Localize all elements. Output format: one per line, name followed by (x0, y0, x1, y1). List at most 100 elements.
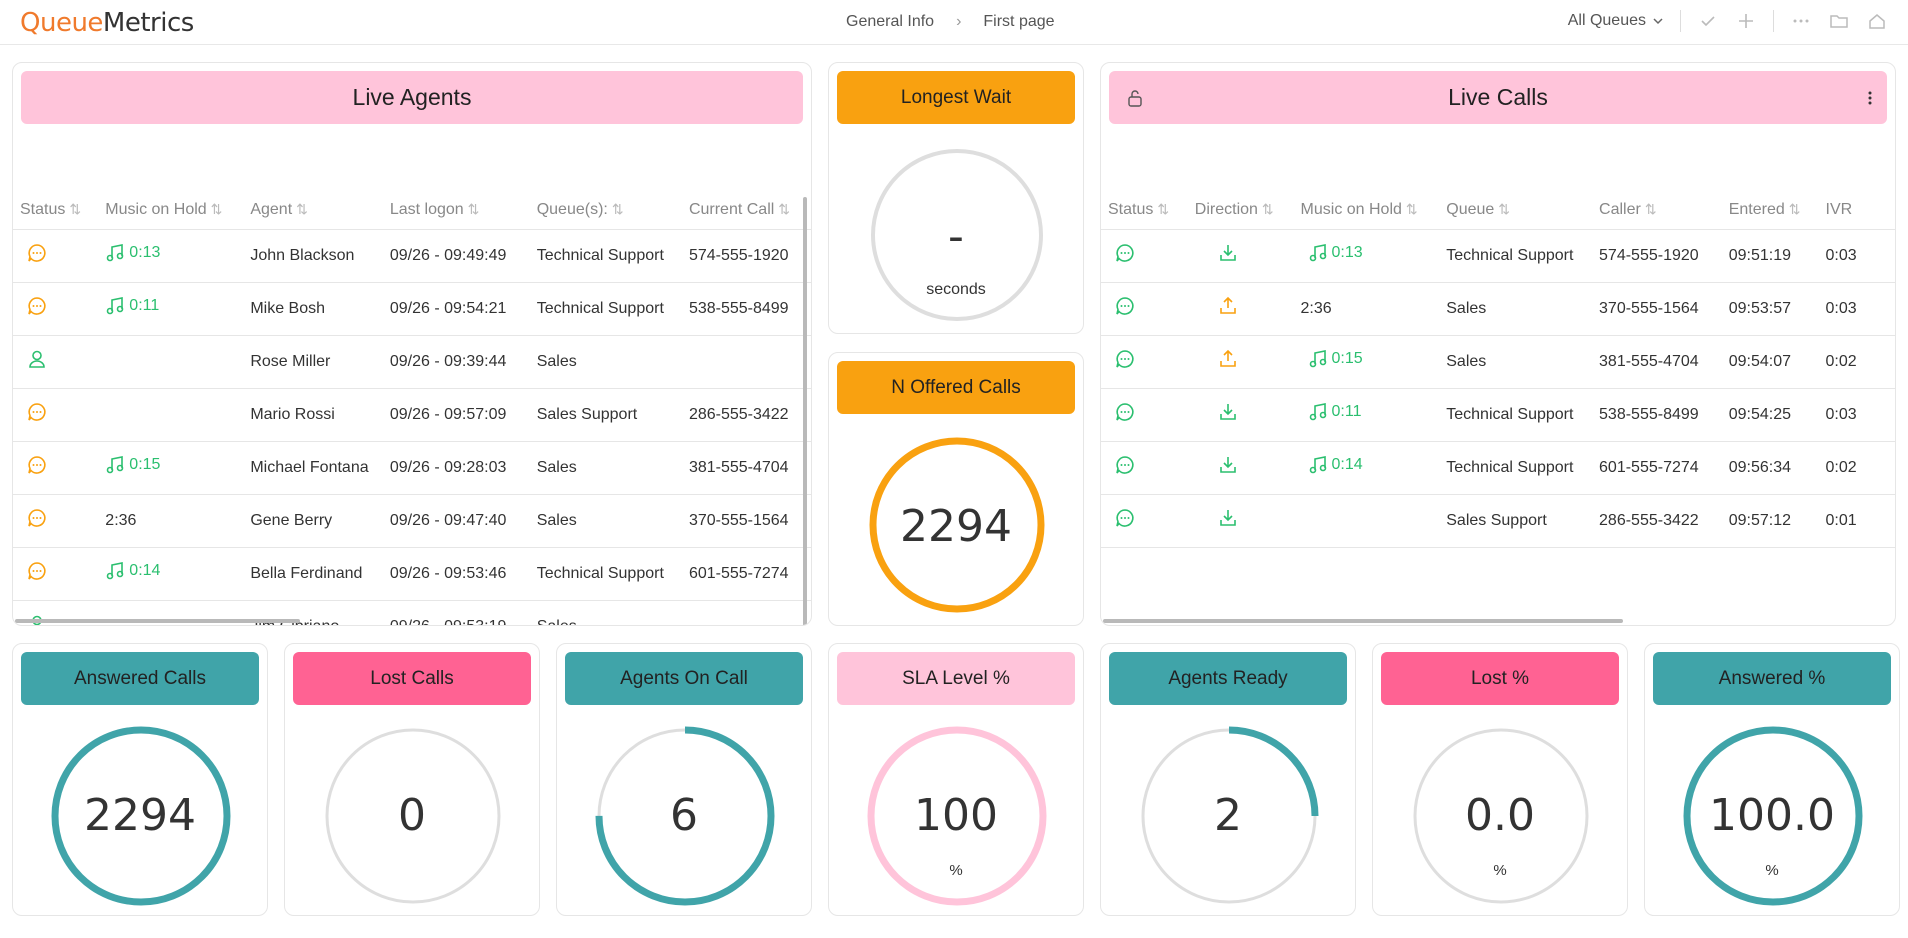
agent-last-logon: 09/26 - 09:54:21 (382, 282, 530, 336)
agent-on-call-icon (27, 456, 47, 479)
agent-name: Gene Berry (243, 494, 383, 548)
music-icon (105, 561, 125, 581)
column-header[interactable]: Queue(s): ⇅ (529, 191, 682, 230)
agent-last-logon: 09/26 - 09:39:44 (382, 335, 530, 389)
check-icon[interactable] (1697, 10, 1719, 32)
queue-selector[interactable]: All Queues (1568, 12, 1664, 30)
table-row[interactable]: 0:14 Technical Support 601-555-7274 09:56:3… (1101, 441, 1895, 495)
column-header[interactable]: Music on Hold ⇅ (98, 191, 244, 230)
call-direction (1187, 441, 1294, 495)
plus-icon[interactable] (1735, 10, 1757, 32)
more-horizontal-icon[interactable] (1790, 10, 1812, 32)
table-row[interactable]: 0:14 Bella Ferdinand 09/26 - 09:53:46 Techn… (13, 547, 811, 601)
music-on-hold: 0:13 (105, 243, 160, 263)
call-status (1101, 335, 1188, 389)
agent-status (13, 547, 99, 601)
music-icon (1308, 243, 1328, 263)
kpi-value: 2294 (84, 790, 196, 841)
call-queue: Sales Support (1439, 494, 1593, 548)
table-row[interactable]: Rose Miller 09/26 - 09:39:44 Sales (13, 335, 811, 389)
table-row[interactable]: Mario Rossi 09/26 - 09:57:09 Sales Support… (13, 388, 811, 442)
music-on-hold: 2:36 (105, 511, 137, 529)
call-direction (1187, 282, 1294, 336)
music-icon (1308, 455, 1328, 475)
agent-last-logon: 09/26 - 09:53:19 (382, 600, 530, 625)
agent-status (13, 229, 99, 283)
queue-selector-label: All Queues (1567, 12, 1646, 29)
music-on-hold: 0:14 (1308, 455, 1363, 475)
agent-current-call: 538-555-8499 (681, 282, 811, 336)
inbound-icon (1218, 457, 1238, 479)
agent-name: John Blackson (243, 229, 383, 283)
column-header[interactable]: IVR (1818, 191, 1895, 230)
agent-last-logon: 09/26 - 09:57:09 (382, 388, 530, 442)
table-row[interactable]: 2:36 Sales 370-555-1564 09:53:57 0:03 (1101, 282, 1895, 336)
column-header[interactable]: Direction ⇅ (1187, 191, 1294, 230)
kpi-title: Agents On Call (565, 652, 803, 705)
inbound-icon (1218, 510, 1238, 532)
agent-current-call: 601-555-7274 (681, 547, 811, 601)
kpi-panel: SLA Level % 100% (828, 643, 1084, 916)
home-icon[interactable] (1866, 10, 1888, 32)
kpi-panel: Agents On Call 6 (556, 643, 812, 916)
table-row[interactable]: 0:11 Mike Bosh 09/26 - 09:54:21 Technical S… (13, 282, 811, 336)
column-header[interactable]: Status ⇅ (13, 191, 99, 230)
breadcrumb-first-page[interactable]: First page (983, 13, 1055, 30)
unlock-icon[interactable] (1127, 89, 1143, 107)
music-icon (105, 243, 125, 263)
breadcrumb-general-info[interactable]: General Info (846, 13, 935, 30)
vertical-scrollbar[interactable] (803, 197, 807, 625)
sort-icon: ⇅ (69, 200, 82, 217)
column-header[interactable]: Current Call ⇅ (681, 191, 811, 230)
column-header[interactable]: Entered ⇅ (1721, 191, 1819, 230)
table-row[interactable]: Sales Support 286-555-3422 09:57:12 0:01 (1101, 494, 1895, 548)
kpi-gauge (1413, 728, 1589, 904)
table-row[interactable]: 0:13 John Blackson 09/26 - 09:49:49 Technic… (13, 229, 811, 283)
music-icon (105, 455, 125, 475)
table-row[interactable]: 0:15 Sales 381-555-4704 09:54:07 0:02 (1101, 335, 1895, 389)
music-on-hold: 0:15 (105, 455, 160, 475)
table-row[interactable]: 2:36 Gene Berry 09/26 - 09:47:40 Sales 370-5… (13, 494, 811, 548)
agent-last-logon: 09/26 - 09:53:46 (382, 547, 530, 601)
sort-icon: ⇅ (778, 200, 791, 217)
horizontal-scrollbar[interactable] (1103, 619, 1623, 623)
live-calls-panel: Live Calls Status ⇅ Direction ⇅ Music on H… (1100, 62, 1896, 626)
column-header[interactable]: Queue ⇅ (1439, 191, 1593, 230)
horizontal-scrollbar[interactable] (15, 619, 300, 623)
sort-icon: ⇅ (296, 200, 308, 217)
agent-status (13, 441, 99, 495)
agent-name: Mario Rossi (243, 388, 383, 442)
more-vertical-icon[interactable] (1867, 89, 1873, 107)
music-on-hold: 2:36 (1300, 299, 1332, 317)
gauge-fill (1683, 726, 1863, 906)
kpi-gauge (1683, 726, 1863, 906)
call-ivr: 0:01 (1818, 494, 1895, 548)
breadcrumb: General Info › First page (846, 13, 1055, 31)
agent-queue: Technical Support (529, 282, 682, 336)
music-icon (105, 296, 125, 316)
chat-icon (1115, 297, 1135, 320)
kpi-value: 0.0 (1465, 790, 1535, 841)
logo[interactable]: QueueMetrics (20, 8, 194, 38)
column-header[interactable]: Music on Hold ⇅ (1293, 191, 1440, 230)
agent-last-logon: 09/26 - 09:49:49 (382, 229, 530, 283)
agent-status (13, 388, 99, 442)
table-row[interactable]: 0:13 Technical Support 574-555-1920 09:51:1… (1101, 229, 1895, 283)
column-header[interactable]: Caller ⇅ (1592, 191, 1722, 230)
longest-wait-unit: seconds (926, 281, 986, 298)
call-ivr: 0:02 (1818, 441, 1895, 495)
agent-queue: Sales (529, 600, 682, 625)
folder-icon[interactable] (1828, 10, 1850, 32)
chevron-right-icon: › (956, 13, 962, 30)
sort-icon: ⇅ (1157, 200, 1170, 217)
logo-metrics-text: Metrics (102, 8, 194, 38)
column-header[interactable]: Last logon ⇅ (382, 191, 530, 230)
music-on-hold: 0:13 (1308, 243, 1363, 263)
agent-on-call-icon (27, 403, 47, 426)
column-header[interactable]: Agent ⇅ (243, 191, 383, 230)
table-row[interactable]: 0:15 Michael Fontana 09/26 - 09:28:03 Sales… (13, 441, 811, 495)
kpi-title: Agents Ready (1109, 652, 1347, 705)
kpi-gauge (1139, 726, 1319, 906)
column-header[interactable]: Status ⇅ (1101, 191, 1188, 230)
table-row[interactable]: 0:11 Technical Support 538-555-8499 09:54:2… (1101, 388, 1895, 442)
